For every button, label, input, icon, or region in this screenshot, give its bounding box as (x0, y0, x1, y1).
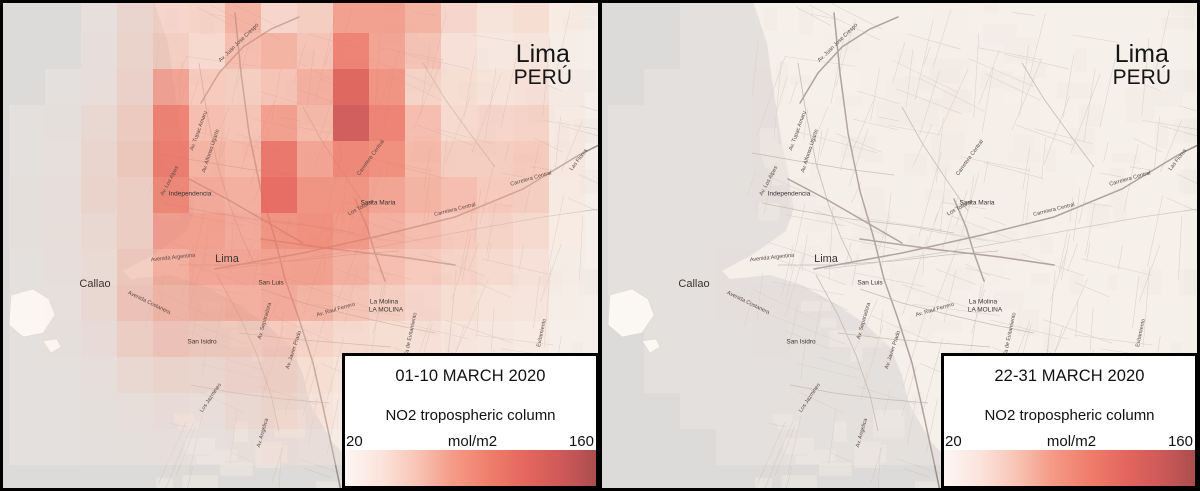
city-banner-after: Lima PERÚ (1113, 41, 1171, 89)
legend-colorbar (345, 450, 596, 486)
legend-quantity: NO2 tropospheric column (385, 407, 556, 424)
legend-units: mol/m2 (447, 433, 498, 450)
legend-date-range: 01-10 MARCH 2020 (395, 366, 546, 385)
legend-max-value: 160 (1167, 433, 1193, 450)
legend-ticks: 20 mol/m2 160 (944, 425, 1195, 450)
legend-after: 22-31 MARCH 2020 NO2 tropospheric column… (941, 353, 1197, 488)
country-name: PERÚ (513, 66, 572, 90)
city-banner-before: Lima PERÚ (514, 41, 572, 89)
legend-before: 01-10 MARCH 2020 NO2 tropospheric column… (342, 353, 598, 488)
map-panel-before[interactable]: Lima Callao San Isidro San Luis Independenci… (3, 3, 598, 488)
city-name: Lima (1114, 40, 1169, 68)
legend-date-range: 22-31 MARCH 2020 (994, 366, 1145, 385)
legend-min-value: 20 (945, 433, 962, 450)
city-name: Lima (515, 40, 570, 68)
legend-colorbar (944, 450, 1195, 486)
country-name: PERÚ (1112, 66, 1171, 90)
map-panel-after[interactable]: Lima Callao San Isidro San Luis Independenci… (602, 3, 1197, 488)
legend-units: mol/m2 (1046, 433, 1097, 450)
legend-min-value: 20 (346, 433, 363, 450)
legend-max-value: 160 (568, 433, 594, 450)
legend-quantity: NO2 tropospheric column (984, 407, 1155, 424)
legend-ticks: 20 mol/m2 160 (345, 425, 596, 450)
